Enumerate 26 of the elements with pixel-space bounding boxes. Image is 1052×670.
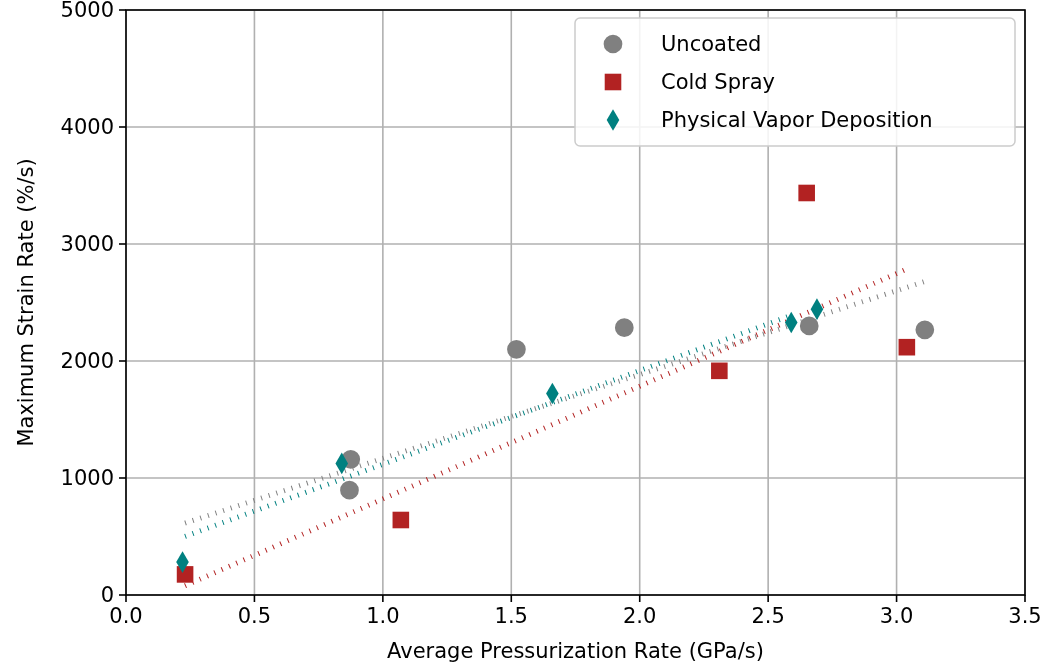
x-tick-label: 2.0	[623, 604, 657, 628]
legend-label: Uncoated	[661, 32, 762, 57]
point	[799, 316, 819, 336]
legend-label: Physical Vapor Deposition	[661, 108, 933, 133]
y-tick-label: 5000	[60, 0, 114, 23]
point	[614, 318, 634, 337]
point	[392, 511, 410, 529]
point	[898, 338, 916, 356]
point	[915, 320, 935, 340]
y-axis-title: Maximum Strain Rate (%/s)	[14, 158, 38, 447]
point	[340, 480, 359, 500]
y-tick-label: 2000	[60, 349, 114, 374]
legend-label: Cold Spray	[661, 70, 775, 95]
y-tick-label: 4000	[60, 115, 114, 140]
point	[711, 362, 728, 380]
y-tick-label: 1000	[60, 466, 114, 491]
x-axis-title: Average Pressurization Rate (GPa/s)	[387, 639, 764, 663]
x-tick-label: 3.0	[879, 604, 914, 628]
point	[798, 184, 815, 202]
x-tick-label: 3.5	[1008, 604, 1042, 628]
y-tick-label: 3000	[60, 232, 114, 257]
x-tick-label: 1.5	[494, 604, 528, 628]
x-tick-label: 0.5	[237, 604, 272, 628]
x-tick-label: 2.5	[751, 604, 785, 628]
x-tick-label: 1.0	[366, 604, 400, 628]
point	[507, 339, 526, 359]
